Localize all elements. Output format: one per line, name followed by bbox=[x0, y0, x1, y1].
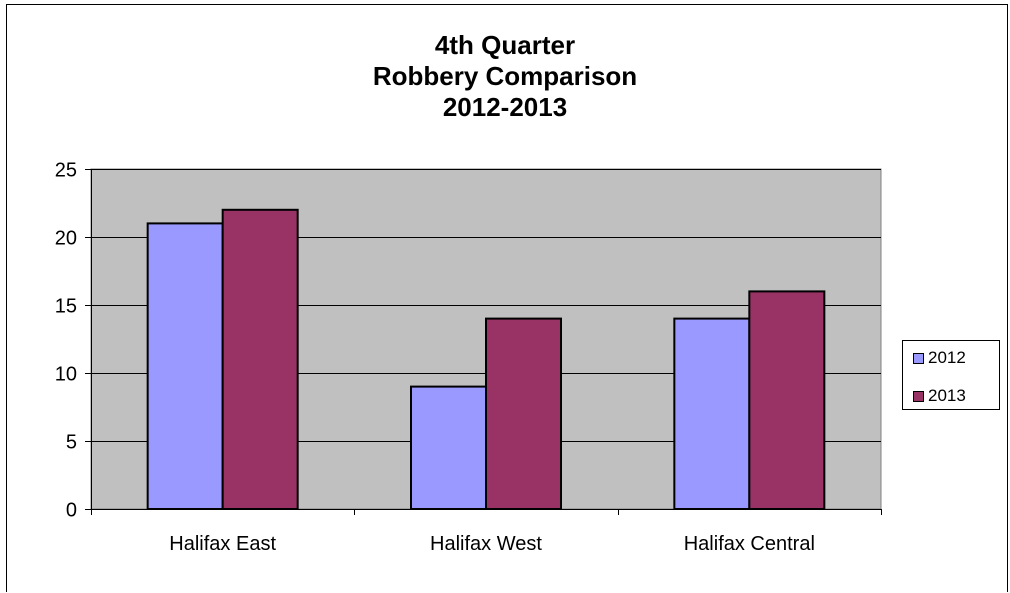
legend-swatch-2012 bbox=[913, 352, 924, 364]
x-tick-label: Halifax East bbox=[169, 533, 276, 555]
y-tick-label: 15 bbox=[55, 296, 77, 318]
y-tick-label: 20 bbox=[55, 228, 77, 250]
bar-2012-2 bbox=[673, 317, 751, 510]
y-tick-label: 10 bbox=[55, 364, 77, 386]
chart-title-line-3: 2012-2013 bbox=[442, 92, 568, 122]
bar-2013-0 bbox=[221, 208, 299, 511]
chart-title-line-2: Robbery Comparison bbox=[372, 61, 638, 91]
legend-swatch-2013 bbox=[913, 390, 924, 402]
legend-item-2012: 2012 bbox=[913, 348, 966, 368]
bar-2013-1 bbox=[485, 317, 562, 510]
legend-label-2013: 2013 bbox=[928, 386, 966, 405]
y-tick-label: 0 bbox=[66, 500, 77, 522]
bar-2012-1 bbox=[410, 385, 487, 511]
legend-label-2012: 2012 bbox=[928, 348, 966, 367]
x-tick-label: Halifax Central bbox=[684, 533, 815, 555]
legend-item-2013: 2013 bbox=[913, 386, 966, 406]
legend: 2012 2013 bbox=[902, 340, 1000, 410]
y-tick-label: 25 bbox=[55, 160, 77, 182]
y-tick-label: 5 bbox=[66, 432, 77, 454]
x-tick-label: Halifax West bbox=[430, 533, 542, 555]
chart-title-line-1: 4th Quarter bbox=[434, 30, 576, 60]
bar-2012-0 bbox=[146, 222, 224, 510]
bar-2013-2 bbox=[748, 290, 826, 510]
chart-title: 4th Quarter Robbery Comparison 2012-2013 bbox=[0, 30, 1010, 123]
